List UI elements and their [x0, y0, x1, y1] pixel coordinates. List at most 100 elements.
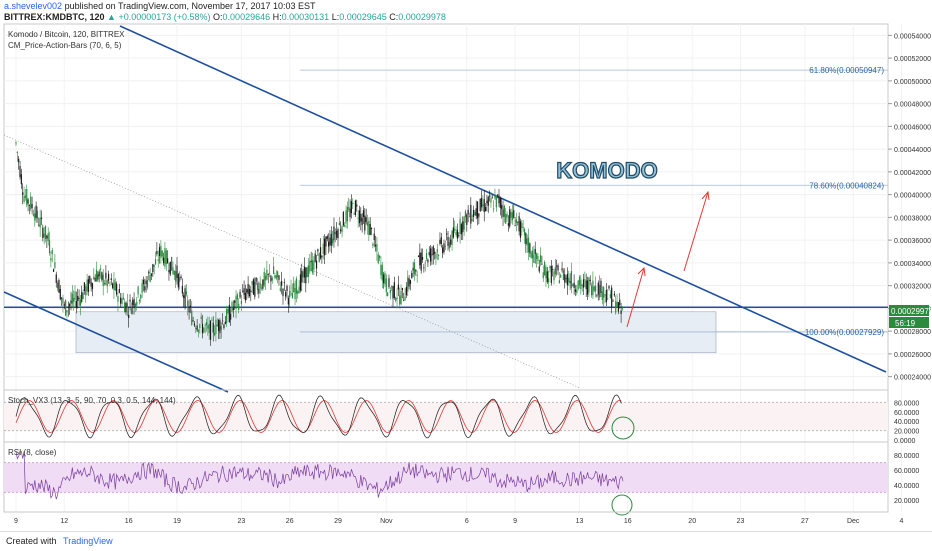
candle-body	[23, 195, 25, 202]
candle-body	[160, 245, 162, 258]
candle-body	[47, 232, 49, 241]
candle-body	[360, 213, 362, 222]
candle-body	[597, 282, 599, 295]
candle-body	[204, 325, 206, 327]
candle-body	[248, 288, 251, 297]
candle-body	[370, 227, 373, 229]
candle-body	[193, 323, 196, 326]
candle-body	[522, 227, 524, 228]
candle-body	[259, 282, 261, 289]
candle-body	[321, 255, 323, 258]
candle-body	[150, 273, 153, 276]
candle-body	[412, 267, 414, 271]
candle-body	[77, 295, 79, 301]
candle-body	[199, 324, 201, 328]
candle-body	[227, 308, 229, 313]
candle-body	[208, 323, 210, 334]
candle-body	[165, 250, 167, 265]
high-label: H:	[272, 12, 282, 22]
arrow-1	[626, 267, 645, 328]
candle-body	[118, 289, 120, 293]
candle-body	[223, 324, 225, 328]
candle-body	[421, 257, 424, 260]
candle-body	[505, 213, 507, 224]
candle-body	[616, 301, 618, 308]
candle-body	[172, 267, 174, 274]
candle-body	[608, 286, 610, 289]
candle-body	[262, 279, 264, 289]
time-axis[interactable]: 9 12 16 19 23 26 29 Nov 6 9 13 16 20 23 27 Dec 4	[14, 518, 904, 525]
candle-body	[539, 255, 542, 263]
candle-body	[352, 202, 354, 205]
candle-body	[581, 284, 583, 287]
candle-body	[325, 236, 327, 247]
chart-canvas[interactable]: 61.80%(0.00050947) 78.60%(0.00040824) 100.…	[0, 0, 932, 531]
candle-body	[94, 277, 96, 282]
candle-body	[213, 332, 216, 336]
price-candles	[15, 141, 624, 346]
author-link[interactable]: a.shevelev002	[4, 1, 63, 11]
candle-body	[372, 243, 374, 246]
candle-body	[534, 248, 536, 255]
candle-body	[333, 226, 335, 241]
candle-body	[471, 219, 473, 221]
candle-body	[344, 225, 346, 227]
candle-body	[31, 204, 33, 208]
close-value: 0.00029978	[398, 12, 446, 22]
candle-body	[177, 274, 179, 288]
candle-body	[537, 255, 539, 261]
candle-body	[546, 271, 548, 283]
candle-body	[42, 227, 44, 238]
candle-body	[75, 300, 77, 309]
candle-body	[192, 320, 194, 322]
candle-body	[475, 208, 477, 216]
candle-body	[201, 323, 204, 334]
y-tick-label: 0.00032000	[894, 284, 931, 291]
candle-body	[609, 294, 611, 298]
candle-body	[573, 282, 575, 288]
stoch-band	[4, 402, 888, 431]
x-tick-label: 20	[688, 518, 696, 525]
candle-body	[362, 210, 365, 217]
candle-body	[455, 231, 457, 235]
candle-body	[85, 286, 87, 296]
candle-body	[392, 286, 394, 299]
candle-body	[542, 272, 544, 279]
candle-body	[141, 283, 143, 294]
candle-body	[175, 271, 177, 282]
candle-body	[234, 300, 236, 303]
x-tick-label: 9	[14, 518, 18, 525]
candle-body	[110, 278, 112, 280]
candle-body	[59, 288, 61, 300]
tradingview-logo[interactable]: TradingView	[63, 536, 113, 546]
candle-body	[373, 233, 375, 241]
y-tick-label: 0.00028000	[894, 329, 931, 336]
candle-body	[519, 221, 522, 238]
candle-body	[354, 200, 357, 216]
candle-body	[545, 266, 547, 279]
candle-body	[121, 298, 123, 304]
rsi-pane: 80.0000 60.0000 40.0000 20.0000	[4, 451, 919, 505]
candle-body	[235, 296, 237, 309]
candle-body	[480, 198, 483, 208]
candle-body	[544, 261, 546, 276]
candle-body	[22, 192, 24, 195]
price-axis[interactable]: 0.00054000 0.00052000 0.00050000 0.00048000…	[888, 33, 931, 382]
candle-body	[65, 300, 67, 316]
candle-body	[328, 241, 330, 247]
candle-body	[317, 249, 319, 252]
candle-body	[34, 213, 36, 221]
candle-body	[435, 253, 437, 259]
candle-body	[130, 308, 132, 314]
candle-body	[404, 296, 406, 301]
candle-body	[242, 290, 244, 292]
candle-body	[230, 313, 232, 320]
candle-body	[128, 314, 130, 318]
candle-body	[285, 292, 287, 297]
candle-body	[388, 278, 390, 288]
candle-body	[20, 174, 22, 185]
symbol-label: BITTREX:KMDBTC, 120	[4, 12, 105, 22]
y-tick-label: 0.00052000	[894, 56, 931, 63]
candle-body	[298, 286, 300, 294]
candle-body	[106, 280, 108, 287]
